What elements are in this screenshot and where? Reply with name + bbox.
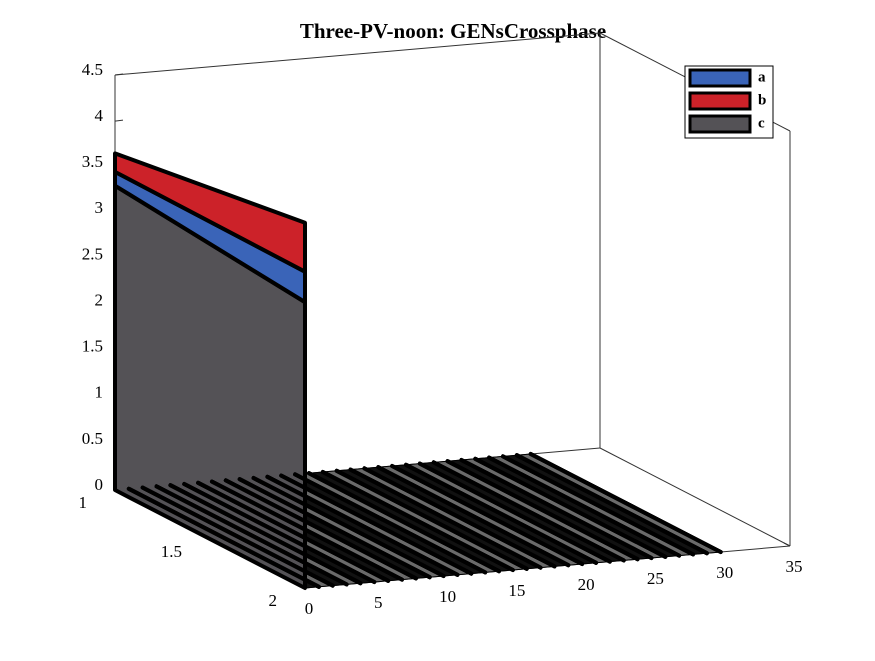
- bar-segment: [279, 473, 474, 576]
- x-tick-label: 15: [508, 581, 525, 600]
- legend-swatch: [688, 68, 752, 88]
- legend-swatch: [688, 91, 752, 111]
- bar-segment: [210, 479, 404, 582]
- bar-segment: [501, 454, 695, 557]
- z-tick-label: 4: [95, 106, 104, 125]
- bar-segment: [473, 456, 668, 559]
- y-tick-label: 1: [79, 493, 88, 512]
- z-tick-label: 1.5: [82, 337, 103, 356]
- z-tick-label: 3: [95, 198, 104, 217]
- x-tick-label: 25: [647, 569, 664, 588]
- x-tick-label: 0: [305, 599, 314, 618]
- bar-segment: [334, 468, 529, 571]
- bar-segment: [487, 455, 682, 558]
- z-tick: [114, 119, 124, 122]
- x-tick: [783, 542, 791, 547]
- z-tick-label: 2: [95, 290, 104, 309]
- x-tick-label: 5: [374, 593, 383, 612]
- bar-segment: [182, 482, 377, 584]
- legend: abc: [684, 65, 774, 139]
- bar-segment: [348, 467, 543, 570]
- bar-segment: [445, 459, 640, 562]
- bar-segment: [265, 474, 460, 577]
- bar-segment: [514, 453, 709, 556]
- x-tick-label: 20: [578, 575, 595, 594]
- bar-segment: [431, 460, 626, 563]
- z-tick: [114, 73, 124, 76]
- bar-segment: [459, 458, 654, 560]
- z-tick-label: 3.5: [82, 152, 103, 171]
- chart-title: Three-PV-noon: GENsCrossphase: [300, 19, 606, 43]
- y-tick-label: 1.5: [161, 542, 182, 561]
- bar-segment: [320, 470, 515, 572]
- bar-segment: [376, 465, 571, 568]
- bar-segment: [307, 471, 501, 574]
- z-tick-label: 0.5: [82, 429, 103, 448]
- bar-segment: [417, 461, 612, 564]
- legend-label: c: [758, 115, 765, 131]
- bar-segment: [154, 484, 349, 587]
- y-tick-label: 2: [269, 591, 278, 610]
- z-tick-label: 4.5: [82, 60, 103, 79]
- z-tick-label: 0: [95, 475, 104, 494]
- z-tick-label: 2.5: [82, 244, 103, 263]
- axis-box-edge: [114, 32, 601, 76]
- axis-box-edge: [599, 447, 791, 547]
- x-tick-label: 10: [439, 587, 456, 606]
- bar-segment: [251, 476, 446, 578]
- legend-swatch: [688, 114, 752, 134]
- bar-segment: [237, 477, 432, 580]
- legend-label: a: [758, 69, 766, 85]
- bar-segment: [390, 464, 585, 566]
- bar-segment: [113, 151, 307, 274]
- bar-segment: [528, 452, 723, 554]
- bar-segment: [293, 472, 488, 575]
- x-tick-label: 30: [716, 563, 733, 582]
- bar-segment: [404, 462, 598, 565]
- bar-segment: [362, 466, 557, 569]
- x-tick-label: 35: [786, 557, 803, 576]
- bar-segment: [196, 480, 391, 583]
- z-tick-label: 1: [95, 383, 104, 402]
- legend-label: b: [758, 92, 766, 108]
- bar-segment: [126, 486, 321, 589]
- bar-segment: [140, 485, 335, 588]
- bar-segment: [223, 478, 418, 581]
- bar-segment: [168, 483, 363, 586]
